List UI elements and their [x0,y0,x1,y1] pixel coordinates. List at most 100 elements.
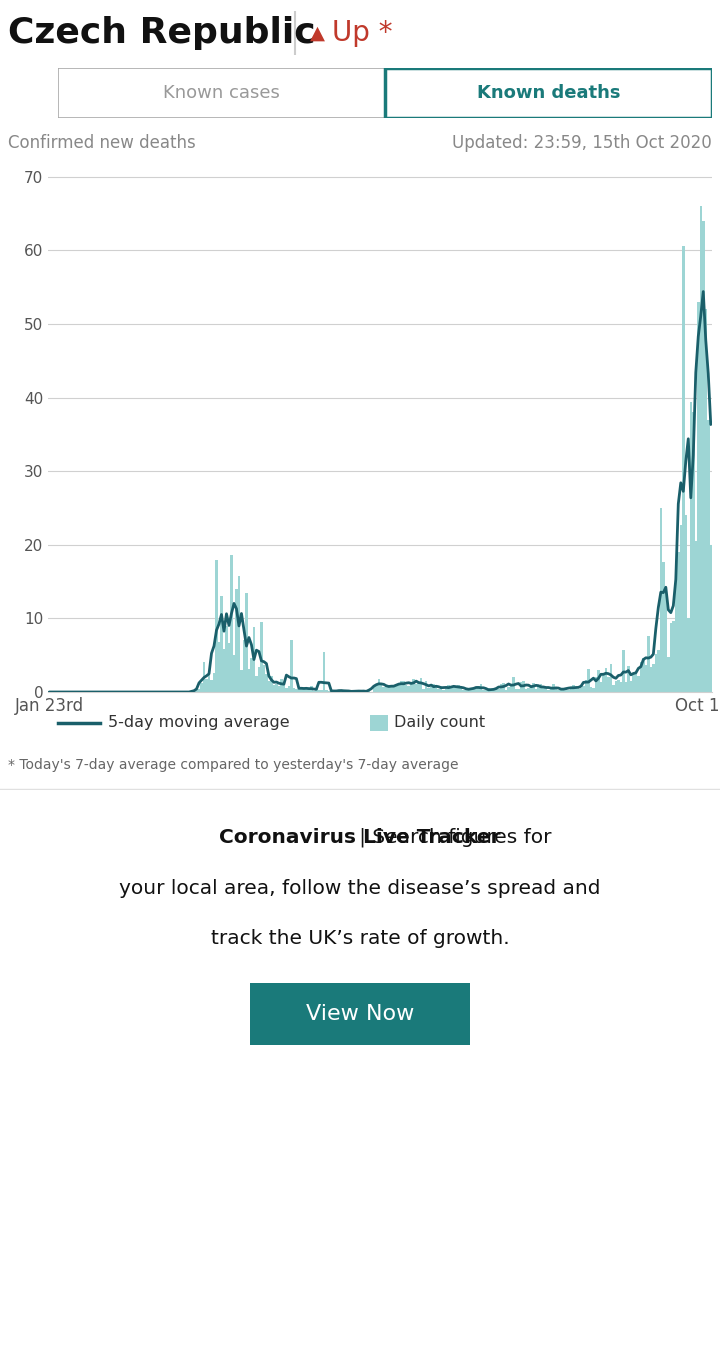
Bar [492,690,495,691]
Bar [58,69,385,118]
Bar [617,681,620,691]
Bar [600,682,602,691]
Bar [575,687,577,691]
Bar [615,681,617,691]
Bar [554,690,557,691]
Bar [263,665,265,691]
Bar [413,679,415,691]
Bar [687,619,690,691]
Bar [260,622,263,691]
Bar [682,246,685,691]
Bar [557,690,559,691]
Bar [660,508,662,691]
Bar [420,678,423,691]
Bar [542,687,545,691]
Bar [440,686,442,691]
Bar [375,683,377,691]
Text: Known deaths: Known deaths [477,84,620,102]
Bar [567,690,570,691]
Bar [450,689,452,691]
Bar [503,683,505,691]
Bar [233,654,235,691]
Bar [438,689,440,691]
Bar [372,685,375,691]
Bar [392,687,395,691]
Bar [312,690,315,691]
Bar [585,679,588,691]
Text: ▲: ▲ [310,23,325,43]
Bar [402,681,405,691]
Bar [577,689,580,691]
Bar [525,689,527,691]
Text: View Now: View Now [306,1004,414,1024]
Bar [320,690,323,691]
Bar [595,676,597,691]
Bar [433,683,435,691]
Bar [275,685,278,691]
Bar [400,681,402,691]
Text: your local area, follow the disease’s spread and: your local area, follow the disease’s sp… [120,878,600,897]
Bar [709,545,712,691]
Bar [255,676,258,691]
Bar [273,685,275,691]
Bar [692,412,695,691]
Bar [610,664,612,691]
Bar [487,689,490,691]
Bar [480,685,482,691]
Bar [552,683,554,691]
Bar [217,642,220,691]
Bar [550,689,552,691]
Bar [300,689,302,691]
Bar [695,541,697,691]
Bar [700,206,702,691]
Text: Updated: 23:59, 15th Oct 2020: Updated: 23:59, 15th Oct 2020 [452,134,712,152]
Text: | Search figures for: | Search figures for [168,827,552,848]
Bar [292,687,295,691]
Bar [285,687,287,691]
Bar [685,516,687,691]
Bar [445,689,447,691]
Bar [195,689,198,691]
Bar [675,576,677,691]
Bar [240,670,243,691]
Bar [385,686,387,691]
Bar [477,686,480,691]
Bar [467,689,470,691]
Bar [605,668,607,691]
Bar [455,686,457,691]
Bar [482,690,485,691]
Bar [517,689,520,691]
Bar [423,689,425,691]
Bar [632,674,634,691]
Bar [370,715,388,731]
Bar [532,683,535,691]
Bar [485,690,487,691]
Bar [513,676,515,691]
Bar [649,667,652,691]
Bar [228,643,230,691]
Bar [310,686,312,691]
Bar [697,302,700,691]
Bar [212,674,215,691]
Bar [670,623,672,691]
Bar [508,687,510,691]
Bar [203,661,205,691]
Bar [505,690,508,691]
Bar [465,689,467,691]
Bar [704,309,707,691]
Bar [246,593,248,691]
Bar [522,681,525,691]
Bar [238,576,240,691]
Bar [382,687,385,691]
Bar [452,687,455,691]
Bar [582,686,585,691]
Bar [235,589,238,691]
Bar [418,682,420,691]
Bar [520,682,522,691]
Bar [642,659,644,691]
Bar [457,685,460,691]
Text: Known cases: Known cases [163,84,280,102]
Bar [672,620,675,691]
Bar [280,679,283,691]
Bar [405,685,408,691]
